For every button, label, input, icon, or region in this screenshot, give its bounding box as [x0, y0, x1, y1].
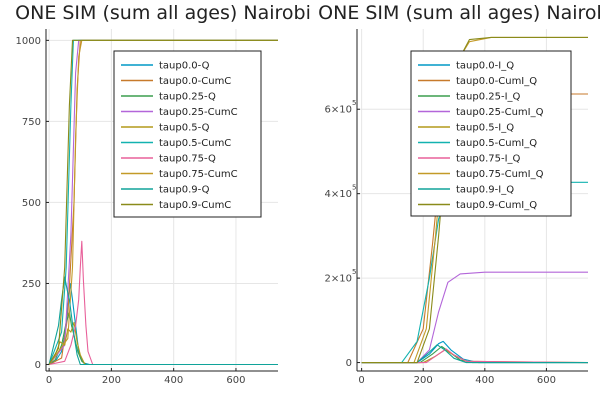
- y-tick-label: 0: [346, 358, 352, 369]
- legend: taup0.0-I_Q taup0.0-CumI_Q taup0.25-I_Qtau…: [410, 50, 572, 217]
- axes: [356, 29, 588, 372]
- series-line-9: [48, 39, 278, 365]
- legend-label-6: taup0.75-I_Q: [456, 154, 521, 165]
- series-group: [48, 39, 278, 366]
- y-tick-label: 500: [22, 198, 41, 209]
- legend-label-5: taup0.5-CumI_Q: [456, 138, 537, 149]
- legend-label-3: taup0.25-CumC: [159, 107, 238, 118]
- legend-label-2: taup0.25-Q: [159, 92, 216, 103]
- y-tick-label: 2×10: [325, 274, 352, 285]
- y-tick-exponent: 5: [352, 99, 356, 107]
- x-tick-label: 200: [102, 375, 121, 386]
- legend-label-4: taup0.5-I_Q: [456, 123, 514, 134]
- x-tick-label: 400: [164, 375, 183, 386]
- series-line-8: [48, 276, 278, 366]
- axes: [45, 29, 278, 372]
- x-tick-label: 400: [475, 375, 494, 386]
- y-tick-exponent: 5: [352, 184, 356, 192]
- series-line-2: [48, 312, 278, 366]
- y-tick-label: 1000: [16, 36, 41, 47]
- chart-panel-right: ONE SIM (sum all ages) Nairobi 0 200 400 60…: [318, 2, 600, 386]
- legend-label-7: taup0.75-CumC: [159, 169, 238, 180]
- y-tick-label: 0: [35, 360, 41, 371]
- legend-label-7: taup0.75-CumI_Q: [456, 169, 544, 180]
- y-tick-label: 4×10: [325, 189, 352, 200]
- legend-label-6: taup0.75-Q: [159, 154, 216, 165]
- x-tick-label: 600: [537, 375, 556, 386]
- y-tick-label: 750: [22, 117, 41, 128]
- series-line-3: [361, 271, 588, 364]
- legend-label-3: taup0.25-CumI_Q: [456, 107, 544, 118]
- series-line-0: [361, 340, 588, 364]
- series-line-6: [361, 348, 589, 364]
- x-tick-label: 600: [226, 375, 245, 386]
- series-line-0: [48, 282, 278, 366]
- x-tick-label: 200: [414, 375, 433, 386]
- y-tick-exponent: 5: [352, 268, 356, 276]
- legend-label-1: taup0.0-CumC: [159, 76, 231, 87]
- series-line-2: [361, 345, 588, 364]
- chart-title: ONE SIM (sum all ages) Nairobi: [15, 2, 311, 24]
- chart-title: ONE SIM (sum all ages) Nairobi: [318, 2, 600, 24]
- series-line-4: [48, 321, 278, 366]
- legend-label-0: taup0.0-Q: [159, 61, 210, 72]
- tick-labels: 0 200 400 600 0 250 500 750 1000: [16, 36, 246, 386]
- series-line-8: [361, 344, 588, 364]
- legend-label-9: taup0.9-CumI_Q: [456, 200, 537, 211]
- x-tick-label: 0: [46, 375, 52, 386]
- legend-label-5: taup0.5-CumC: [159, 138, 231, 149]
- legend-label-9: taup0.9-CumC: [159, 200, 231, 211]
- series-line-4: [361, 349, 589, 364]
- x-tick-label: 0: [358, 375, 364, 386]
- legend: taup0.0-Q taup0.0-CumC taup0.25-Q taup0.25-…: [113, 50, 262, 218]
- legend-label-0: taup0.0-I_Q: [456, 61, 514, 72]
- legend-label-8: taup0.9-Q: [159, 185, 210, 196]
- chart-panel-left: ONE SIM (sum all ages) Nairobi 0 200 400 60…: [15, 2, 311, 386]
- legend-label-4: taup0.5-Q: [159, 123, 210, 134]
- y-tick-label: 6×10: [325, 105, 352, 116]
- series-line-6: [48, 240, 278, 366]
- legend-label-1: taup0.0-CumI_Q: [456, 76, 537, 87]
- legend-label-2: taup0.25-I_Q: [456, 92, 521, 103]
- y-tick-label: 250: [22, 279, 41, 290]
- legend-label-8: taup0.9-I_Q: [456, 185, 514, 196]
